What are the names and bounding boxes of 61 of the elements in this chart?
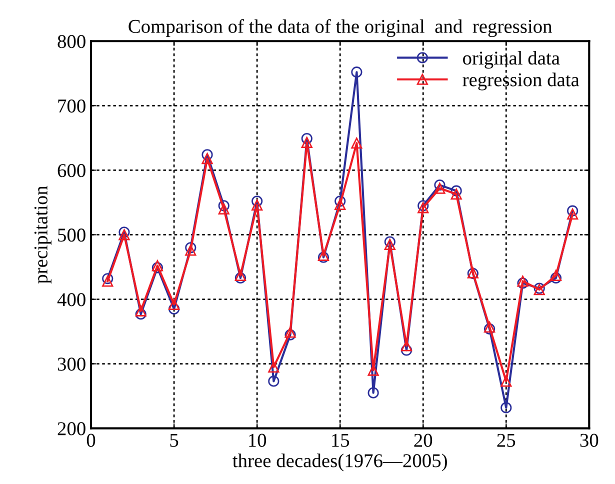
point — [351, 66, 362, 78]
point — [102, 273, 114, 284]
y-tick-label: 500 — [58, 228, 86, 242]
x-tick-label: 15 — [332, 434, 350, 447]
y-tick-label: 200 — [58, 422, 86, 436]
y-tick-label: 400 — [57, 293, 86, 306]
y-tick-label: 800 — [58, 34, 86, 48]
point — [550, 272, 562, 284]
point — [567, 205, 578, 216]
point — [301, 136, 312, 148]
point — [102, 276, 114, 287]
point — [234, 270, 246, 281]
point — [135, 308, 146, 320]
legend-label: regression data — [462, 72, 580, 90]
point — [252, 196, 263, 207]
point — [301, 133, 312, 144]
point — [185, 242, 196, 254]
point — [384, 236, 396, 248]
x-tick-label: 0 — [86, 434, 96, 447]
x-tick-label: 30 — [580, 434, 598, 447]
legend-label: original data — [463, 50, 560, 69]
point — [202, 153, 213, 164]
point — [218, 200, 230, 212]
point — [284, 329, 296, 340]
point — [550, 270, 562, 281]
point — [434, 179, 446, 191]
chart-title: Comparison of the data of the original and regression — [128, 19, 552, 37]
point — [284, 326, 296, 338]
point — [218, 203, 230, 214]
point — [168, 298, 180, 310]
point — [500, 376, 512, 387]
point — [252, 200, 263, 211]
point — [185, 244, 196, 256]
point — [234, 272, 246, 284]
y-tick-label: 600 — [58, 164, 86, 178]
point — [135, 305, 146, 316]
y-axis-title: precipitation — [34, 186, 52, 284]
point — [334, 198, 346, 210]
point — [268, 361, 280, 373]
y-tick-label: 700 — [58, 99, 86, 113]
point — [202, 149, 213, 160]
x-tick-label: 25 — [497, 434, 516, 447]
y-tick-label: 300 — [58, 358, 86, 371]
point — [351, 138, 362, 149]
point — [384, 238, 396, 250]
point — [268, 376, 280, 387]
point — [168, 303, 180, 315]
x-tick-label: 10 — [249, 434, 266, 447]
point — [118, 226, 130, 238]
point — [567, 208, 578, 220]
point — [450, 188, 462, 200]
point — [500, 402, 512, 414]
point — [334, 196, 346, 207]
point — [400, 344, 412, 356]
point — [368, 387, 379, 398]
point — [434, 182, 446, 194]
point — [118, 229, 130, 240]
x-axis-title: three decades(1976—2005) — [232, 454, 447, 472]
point — [450, 185, 462, 196]
x-tick-label: 5 — [170, 434, 178, 447]
x-tick-label: 20 — [414, 434, 432, 447]
